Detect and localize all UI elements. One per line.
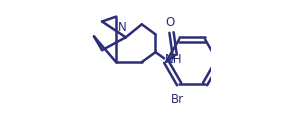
Text: Br: Br (171, 93, 184, 106)
Text: N: N (118, 21, 126, 34)
Text: O: O (165, 16, 174, 29)
Text: NH: NH (165, 53, 183, 66)
